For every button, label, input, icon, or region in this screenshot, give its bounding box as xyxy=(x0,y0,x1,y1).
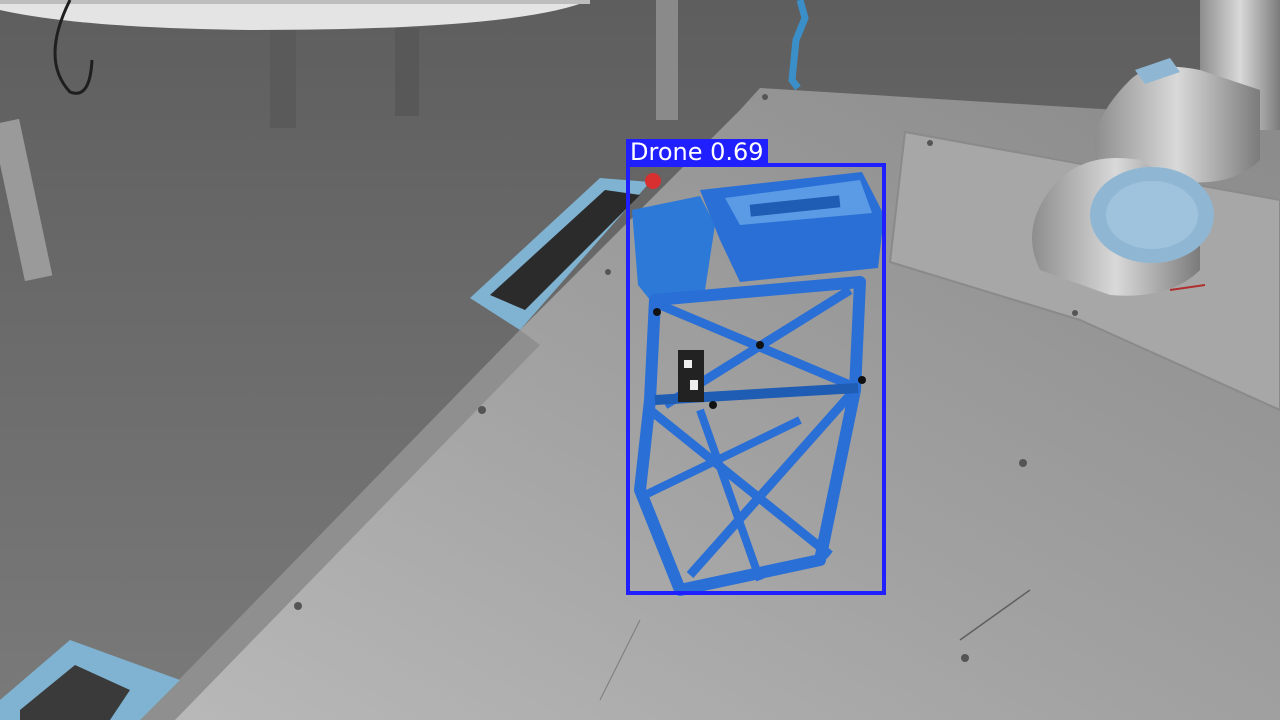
lanyard xyxy=(788,0,809,91)
detection-class: Drone xyxy=(630,138,703,166)
table-leg xyxy=(270,30,296,128)
detection-label: Drone 0.69 xyxy=(626,139,768,165)
table-leg xyxy=(656,0,678,120)
round-table-top xyxy=(0,0,590,30)
detection-bounding-box xyxy=(626,163,886,595)
blue-lattice-structure xyxy=(632,172,884,596)
table-leg xyxy=(0,118,53,282)
detection-confidence: 0.69 xyxy=(710,138,764,166)
table-leg xyxy=(395,28,419,116)
robot-arm xyxy=(1032,0,1280,296)
